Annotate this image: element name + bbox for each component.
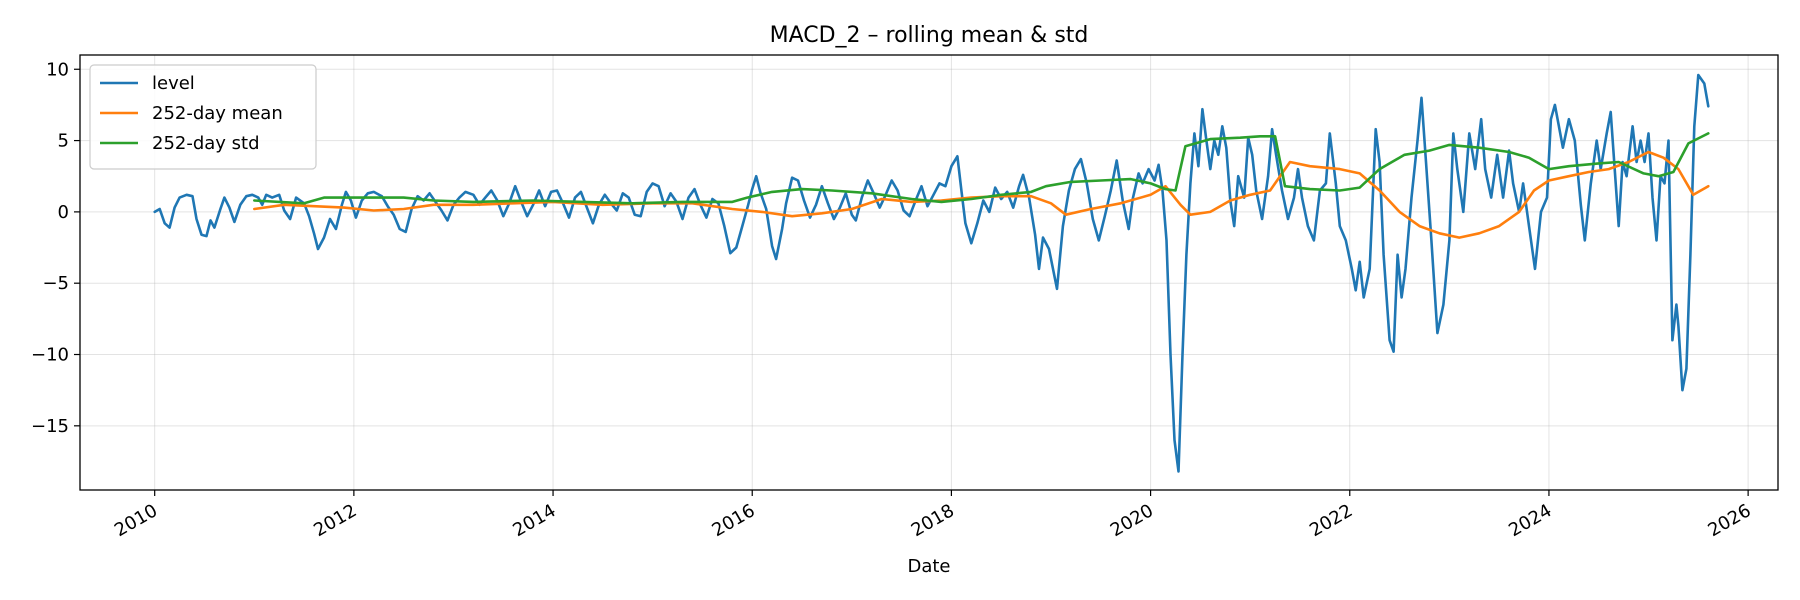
y-tick-label: −15	[31, 416, 69, 437]
x-axis-label: Date	[907, 556, 950, 577]
y-tick-label: 10	[46, 59, 69, 80]
plot-area-frame	[79, 54, 1779, 491]
gridlines	[80, 55, 1778, 490]
legend: level 252-day mean 252-day std	[89, 64, 317, 170]
series-line-3	[253, 132, 1710, 205]
series-line-2	[253, 150, 1710, 239]
y-tick-label: −10	[31, 345, 69, 366]
legend-box	[89, 64, 317, 170]
chart-title: MACD_2 – rolling mean & std	[770, 23, 1089, 48]
series-lines	[153, 73, 1710, 473]
legend-label: level	[152, 73, 195, 94]
y-axis: 10 5 0 −5 −10 −15	[31, 59, 80, 437]
legend-label: 252-day mean	[152, 103, 283, 124]
y-tick-label: 0	[58, 202, 69, 223]
y-tick-label: 5	[58, 131, 69, 152]
legend-label: 252-day std	[152, 133, 260, 154]
y-tick-label: −5	[42, 273, 69, 294]
